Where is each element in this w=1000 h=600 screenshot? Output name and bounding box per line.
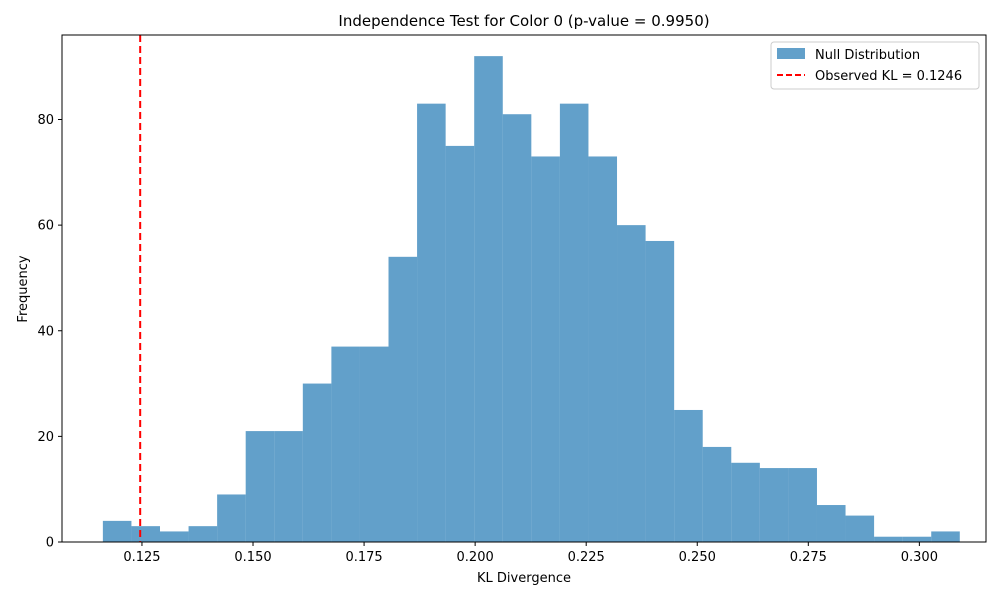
legend-label-observed-kl: Observed KL = 0.1246	[815, 69, 962, 84]
histogram-bar	[188, 526, 218, 542]
y-tick-label: 60	[37, 219, 54, 234]
histogram-bar	[588, 156, 618, 542]
histogram-bar	[388, 256, 418, 542]
histogram-bar	[731, 462, 760, 542]
histogram-bar	[902, 536, 932, 542]
legend-frame	[770, 41, 980, 90]
x-tick-label: 0.275	[790, 550, 827, 565]
y-axis-ticks: 0 20 40 60 80	[37, 113, 62, 551]
y-tick-label: 80	[37, 113, 54, 128]
x-axis-label: KL Divergence	[477, 571, 571, 586]
y-tick-label: 0	[46, 536, 54, 551]
histogram-bar	[874, 536, 903, 542]
x-axis-ticks: 0.125 0.150 0.175 0.200 0.225 0.250 0.275 0.300	[123, 542, 938, 565]
histogram-bar	[474, 56, 503, 542]
histogram-bar	[559, 103, 589, 542]
histogram-bar	[759, 468, 789, 542]
histogram-bar	[417, 103, 446, 542]
legend: Null Distribution Observed KL = 0.1246	[770, 41, 980, 90]
x-tick-label: 0.150	[234, 550, 271, 565]
histogram-bar	[445, 145, 475, 542]
histogram-bar	[531, 156, 560, 542]
x-tick-label: 0.175	[345, 550, 382, 565]
histogram-bar	[131, 526, 160, 542]
legend-label-null-distribution: Null Distribution	[815, 48, 920, 63]
histogram-bar	[331, 346, 360, 542]
x-tick-label: 0.250	[679, 550, 716, 565]
x-tick-label: 0.125	[123, 550, 160, 565]
histogram-bar	[302, 383, 332, 542]
plot-frame	[61, 34, 987, 543]
histogram-bar	[502, 114, 532, 542]
histogram-bar	[217, 494, 246, 542]
histogram-bar	[159, 531, 189, 542]
x-tick-label: 0.200	[457, 550, 494, 565]
histogram-bar	[274, 431, 303, 542]
histogram-bar	[931, 531, 960, 542]
bars-group	[102, 56, 960, 542]
histogram-bar	[816, 505, 846, 542]
histogram-bar	[674, 409, 703, 542]
histogram-bar	[245, 431, 275, 542]
histogram-bar	[102, 520, 132, 542]
histogram-bar	[702, 446, 732, 542]
y-axis-label: Frequency	[16, 255, 31, 322]
histogram-bar	[645, 240, 675, 542]
legend-swatch-null-distribution	[777, 48, 805, 59]
histogram-bar	[359, 346, 389, 542]
y-tick-label: 20	[37, 430, 54, 445]
histogram-bar	[845, 515, 875, 542]
y-tick-label: 40	[37, 324, 54, 339]
x-tick-label: 0.225	[568, 550, 605, 565]
histogram-bar	[617, 225, 646, 542]
chart-title: Independence Test for Color 0 (p-value =…	[338, 12, 709, 30]
histogram-bar	[788, 468, 817, 542]
x-tick-label: 0.300	[901, 550, 938, 565]
